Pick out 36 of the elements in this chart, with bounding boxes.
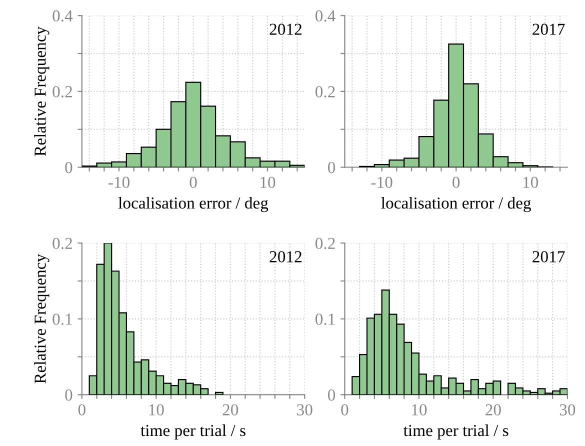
annotation: 2012	[270, 251, 302, 262]
y-tick-label: 0.2	[52, 86, 72, 98]
x-tick-label: 10	[523, 176, 538, 188]
x-tick-label: 0	[341, 404, 348, 416]
y-tick-label: 0	[328, 389, 336, 401]
y-tick-label: 0.4	[52, 10, 73, 22]
y-tick-label: 0.2	[52, 238, 72, 250]
x-tick-label: 20	[486, 404, 501, 416]
annotation: 2012	[270, 24, 302, 35]
y-tick-label: 0	[328, 162, 336, 174]
x-tick-label: -10	[108, 176, 130, 188]
x-tick-label: 30	[297, 404, 312, 416]
x-tick-label: 10	[149, 404, 164, 416]
y-tick-label: 0.2	[315, 238, 335, 250]
y-tick-label: 0	[65, 389, 72, 401]
x-tick-label: -10	[371, 176, 392, 188]
x-tick-label: 0	[452, 176, 460, 188]
x-axis-title: time per trial / s	[140, 424, 246, 440]
y-tick-label: 0.1	[52, 314, 72, 325]
x-axis-title: localisation error / deg	[381, 196, 531, 212]
x-tick-label: 0	[78, 404, 86, 416]
x-tick-label: 0	[190, 176, 197, 188]
y-axis-title: Relative Frequency	[34, 26, 50, 156]
y-axis-title: Relative Frequency	[34, 254, 50, 384]
y-tick-label: 0.4	[315, 10, 336, 22]
y-tick-label: 0.2	[315, 86, 335, 98]
y-tick-label: 0.1	[315, 314, 335, 325]
y-tick-label: 0	[65, 162, 72, 174]
annotation: 2017	[532, 24, 565, 35]
x-tick-label: 10	[260, 176, 276, 188]
annotation: 2017	[532, 251, 565, 262]
x-tick-label: 10	[412, 404, 427, 416]
x-tick-label: 30	[560, 404, 576, 416]
x-tick-label: 20	[222, 404, 238, 416]
x-axis-title: time per trial / s	[403, 424, 508, 440]
x-axis-title: localisation error / deg	[118, 196, 268, 212]
